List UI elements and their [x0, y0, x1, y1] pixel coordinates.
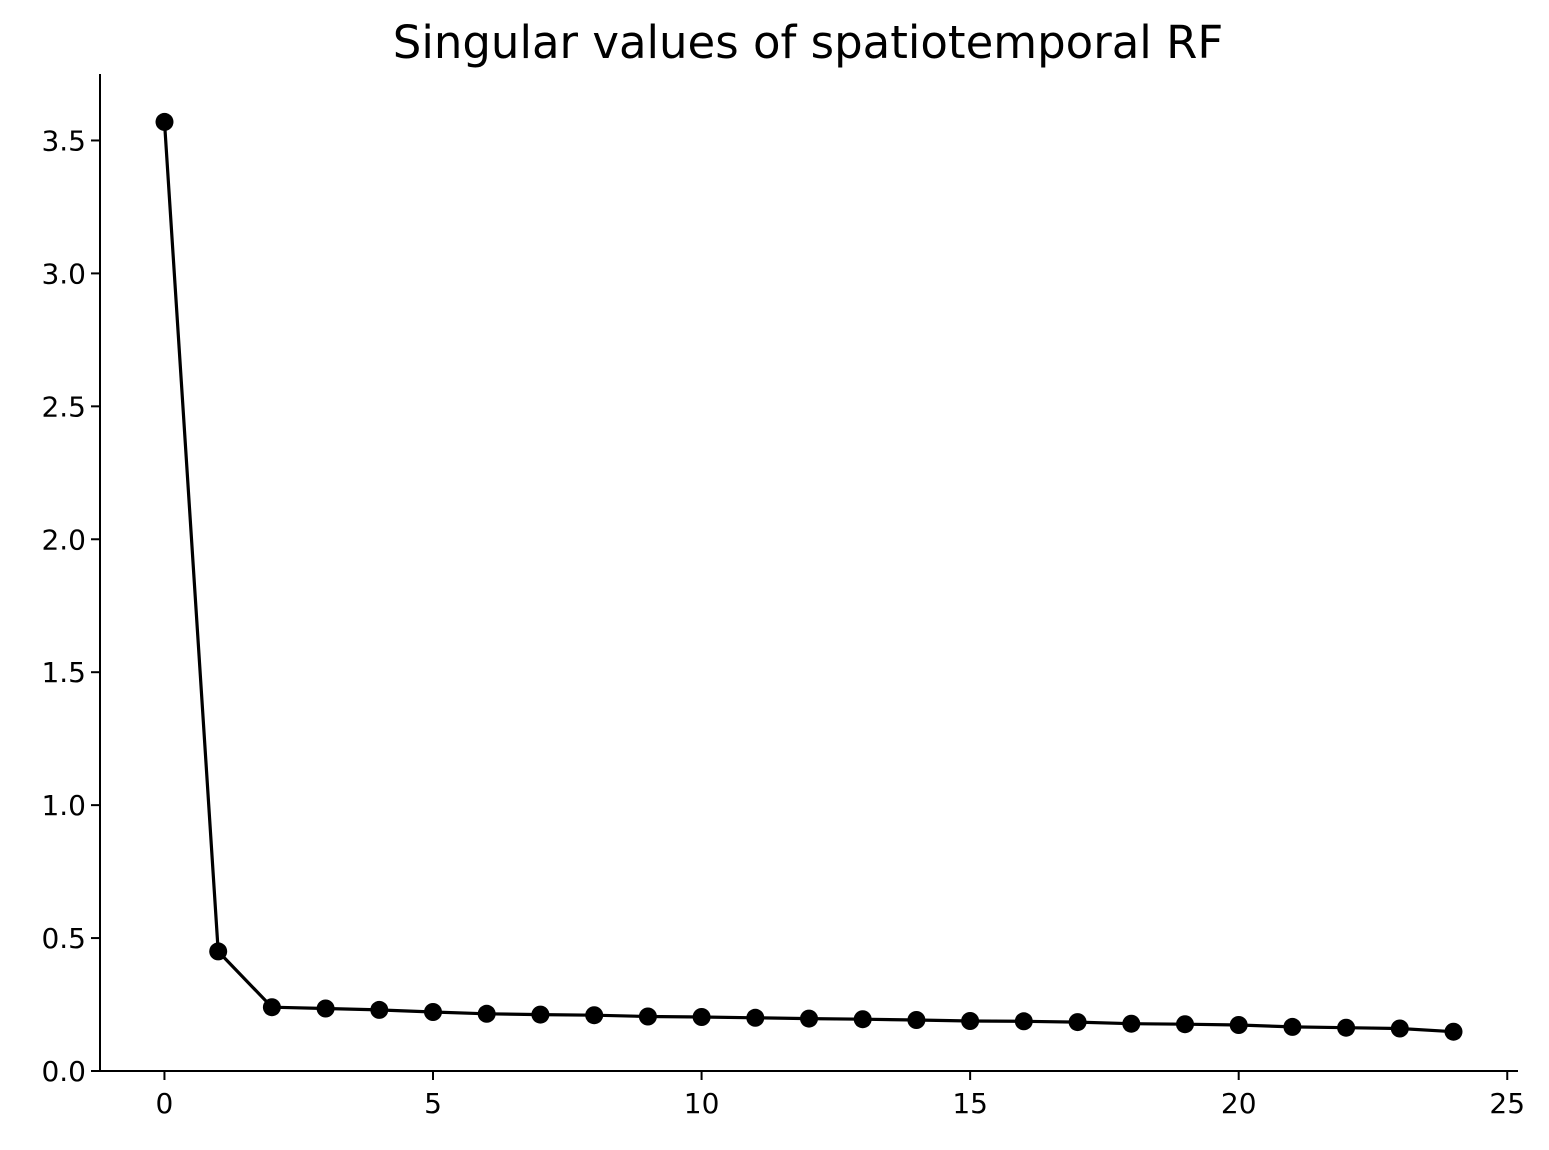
x-tick-label: 0: [156, 1087, 174, 1120]
data-point: [907, 1011, 926, 1029]
data-point: [262, 998, 281, 1017]
y-tick-label: 1.5: [41, 656, 86, 689]
x-tick-label: 20: [1221, 1087, 1257, 1120]
y-ticks: 0.0 0.5 1.0 1.5 2.0 2.5 3.0 3.5: [41, 124, 100, 1088]
data-point: [316, 999, 335, 1018]
data-point: [1122, 1014, 1141, 1033]
y-tick-label: 2.0: [41, 523, 86, 556]
series-markers: [155, 112, 1463, 1041]
data-point: [477, 1004, 496, 1023]
data-point: [1390, 1019, 1409, 1038]
data-point: [853, 1010, 872, 1029]
series-line: [162, 121, 1454, 1034]
x-tick-label: 25: [1489, 1087, 1525, 1120]
data-point: [209, 942, 228, 961]
data-point: [800, 1009, 818, 1028]
data-point: [638, 1007, 657, 1026]
data-point: [1014, 1012, 1033, 1031]
data-point: [1176, 1015, 1194, 1034]
x-tick-label: 10: [684, 1087, 720, 1120]
data-point: [746, 1008, 765, 1027]
data-point: [585, 1006, 604, 1025]
data-point: [692, 1008, 711, 1026]
data-point: [531, 1005, 550, 1024]
x-tick-label: 15: [952, 1087, 988, 1120]
y-tick-label: 0.5: [41, 922, 86, 955]
x-ticks: 0 5 10 15 20 25: [156, 1071, 1525, 1120]
chart-title: Singular values of spatiotemporal RF: [393, 16, 1223, 69]
data-point: [961, 1012, 980, 1030]
data-point: [1337, 1018, 1356, 1037]
y-tick-label: 2.5: [41, 390, 86, 423]
plot-area: 0 5 10 15 20 25 0.0 0.5 1.0 1.5 2.0 2.5 3.0 3.5: [41, 74, 1525, 1120]
data-point: [1068, 1013, 1087, 1032]
y-tick-label: 3.5: [41, 124, 86, 157]
x-tick-label: 5: [424, 1087, 442, 1120]
data-point: [1444, 1022, 1463, 1041]
y-tick-label: 3.0: [41, 257, 86, 290]
data-point: [1229, 1016, 1248, 1034]
y-tick-label: 1.0: [41, 789, 86, 822]
data-point: [155, 112, 174, 131]
data-point: [424, 1003, 442, 1021]
data-point: [1283, 1017, 1302, 1036]
y-tick-label: 0.0: [41, 1055, 86, 1088]
data-point: [370, 1000, 389, 1019]
